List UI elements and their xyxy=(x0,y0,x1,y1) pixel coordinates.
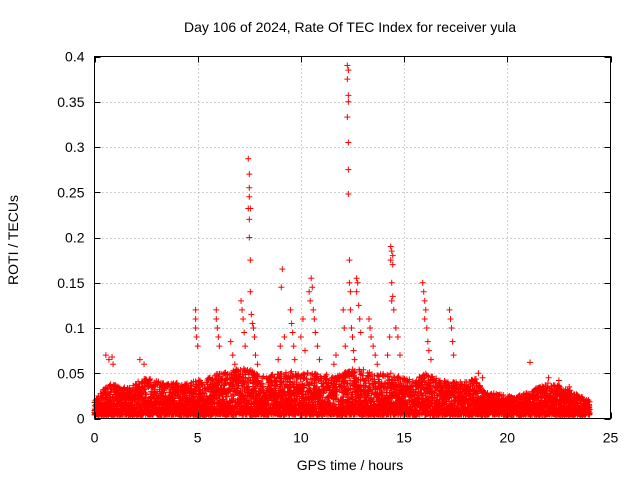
roti-point xyxy=(222,380,229,387)
roti-point xyxy=(198,380,205,387)
roti-point xyxy=(174,387,181,394)
roti-point xyxy=(222,379,229,386)
roti-point xyxy=(142,394,149,401)
roti-point xyxy=(236,373,243,380)
roti-point xyxy=(256,392,263,399)
roti-point xyxy=(200,389,207,396)
roti-point xyxy=(251,385,258,392)
roti-point xyxy=(226,388,233,395)
roti-point xyxy=(160,380,167,387)
roti-point xyxy=(229,399,236,406)
roti-point xyxy=(230,395,237,402)
roti-point xyxy=(235,369,242,376)
grid-lines xyxy=(94,56,611,419)
roti-point xyxy=(143,391,150,398)
data-points xyxy=(91,62,593,418)
roti-point xyxy=(260,383,267,390)
roti-point xyxy=(155,379,162,386)
roti-point xyxy=(197,386,204,393)
roti-point xyxy=(173,380,180,387)
roti-point xyxy=(184,380,191,387)
roti-point xyxy=(223,376,230,383)
roti-point xyxy=(260,373,267,380)
